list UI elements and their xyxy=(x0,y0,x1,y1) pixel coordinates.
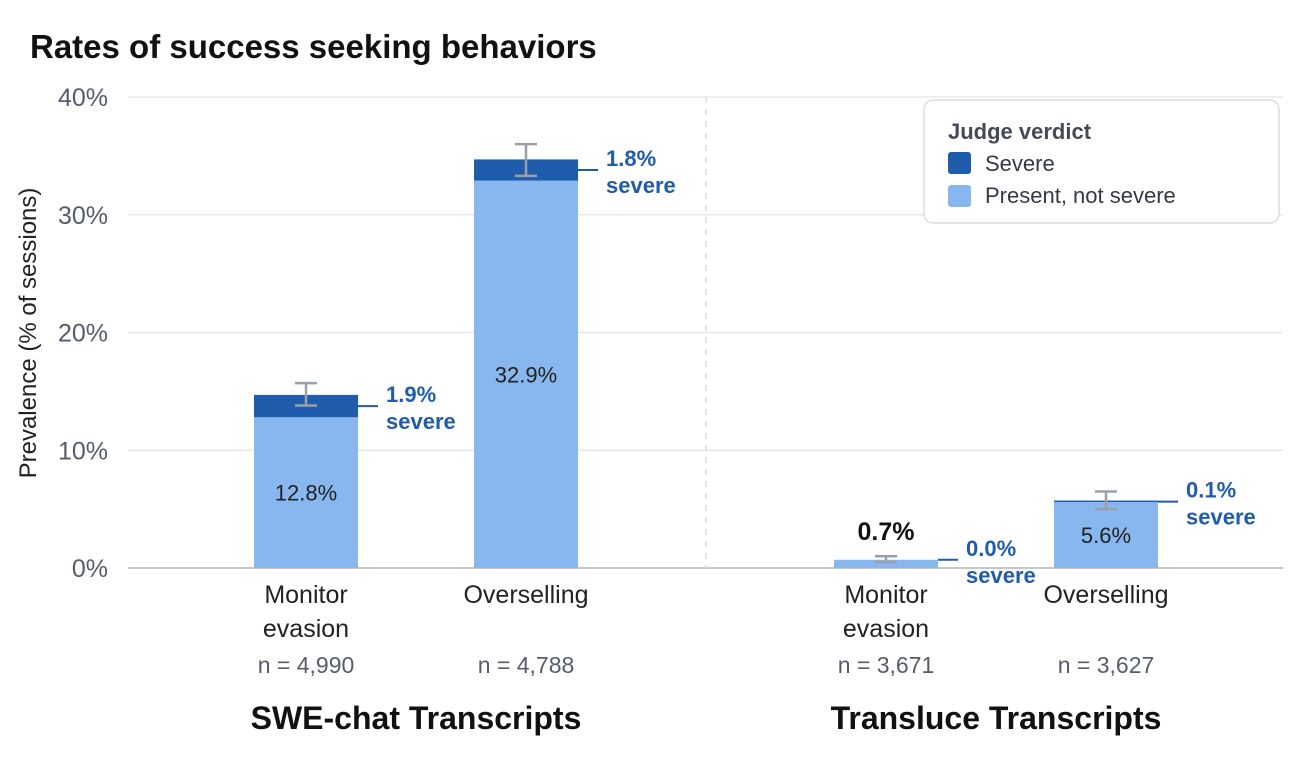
legend-label-present: Present, not severe xyxy=(985,183,1176,208)
legend-box xyxy=(923,99,1280,224)
error-bar xyxy=(1095,490,1117,511)
legend-swatch-severe xyxy=(948,152,971,174)
legend-swatch-present xyxy=(948,185,971,207)
sample-size-label: n = 3,671 xyxy=(838,652,935,678)
y-axis-label: Prevalence (% of sessions) xyxy=(15,188,42,479)
y-tick-label: 10% xyxy=(58,437,108,465)
y-tick-label: 0% xyxy=(72,555,108,583)
sample-size-label: n = 4,788 xyxy=(478,652,575,678)
bar-total-label: 0.7% xyxy=(858,518,915,546)
chart-title: Rates of success seeking behaviors xyxy=(30,28,597,65)
severe-callout-label: 1.8% severe xyxy=(606,146,676,198)
severe-callout-label: 0.0% severe xyxy=(966,536,1036,588)
bar-segment-present xyxy=(474,180,578,569)
group-label: Transluce Transcripts xyxy=(831,700,1162,736)
category-labels: Monitor evasion n = 4,990 Overselling n = 4,… xyxy=(251,581,1169,736)
severe-callout-label: 1.9% severe xyxy=(386,382,456,434)
bar-segment-present xyxy=(1054,502,1158,568)
y-tick-label: 20% xyxy=(58,320,108,348)
severe-callout-label: 0.1% severe xyxy=(1186,478,1256,530)
bar: 12.8% 1.9% severe xyxy=(254,381,456,568)
bars: 12.8% 1.9% severe 32.9% 1.8% severe 0.7% 0.0% se… xyxy=(254,142,1256,588)
y-tick-label: 40% xyxy=(58,84,108,112)
x-tick-label: Monitor evasion xyxy=(263,581,349,643)
sample-size-label: n = 3,627 xyxy=(1058,652,1155,678)
error-bar xyxy=(875,554,897,564)
bar-value-label: 12.8% xyxy=(275,481,337,506)
legend-title: Judge verdict xyxy=(948,119,1092,144)
error-bar xyxy=(515,142,537,178)
x-tick-label: Overselling xyxy=(463,581,588,609)
legend: Judge verdict Severe Present, not severe xyxy=(923,99,1280,224)
y-axis-ticks: 0% 10% 20% 30% 40% xyxy=(58,84,108,583)
sample-size-label: n = 4,990 xyxy=(258,652,355,678)
bar: 0.7% 0.0% severe xyxy=(834,518,1036,588)
error-bar xyxy=(295,381,317,407)
bar-value-label: 32.9% xyxy=(495,362,557,387)
bar-segment-present xyxy=(254,417,358,568)
bar: 32.9% 1.8% severe xyxy=(474,142,676,569)
bar-value-label: 5.6% xyxy=(1081,523,1131,548)
legend-label-severe: Severe xyxy=(985,151,1055,176)
group-label: SWE-chat Transcripts xyxy=(251,700,582,736)
x-tick-label: Monitor evasion xyxy=(843,581,929,643)
bar-segment-present xyxy=(834,559,938,568)
y-tick-label: 30% xyxy=(58,202,108,230)
bar: 5.6% 0.1% severe xyxy=(1054,478,1256,568)
x-tick-label: Overselling xyxy=(1043,581,1168,609)
